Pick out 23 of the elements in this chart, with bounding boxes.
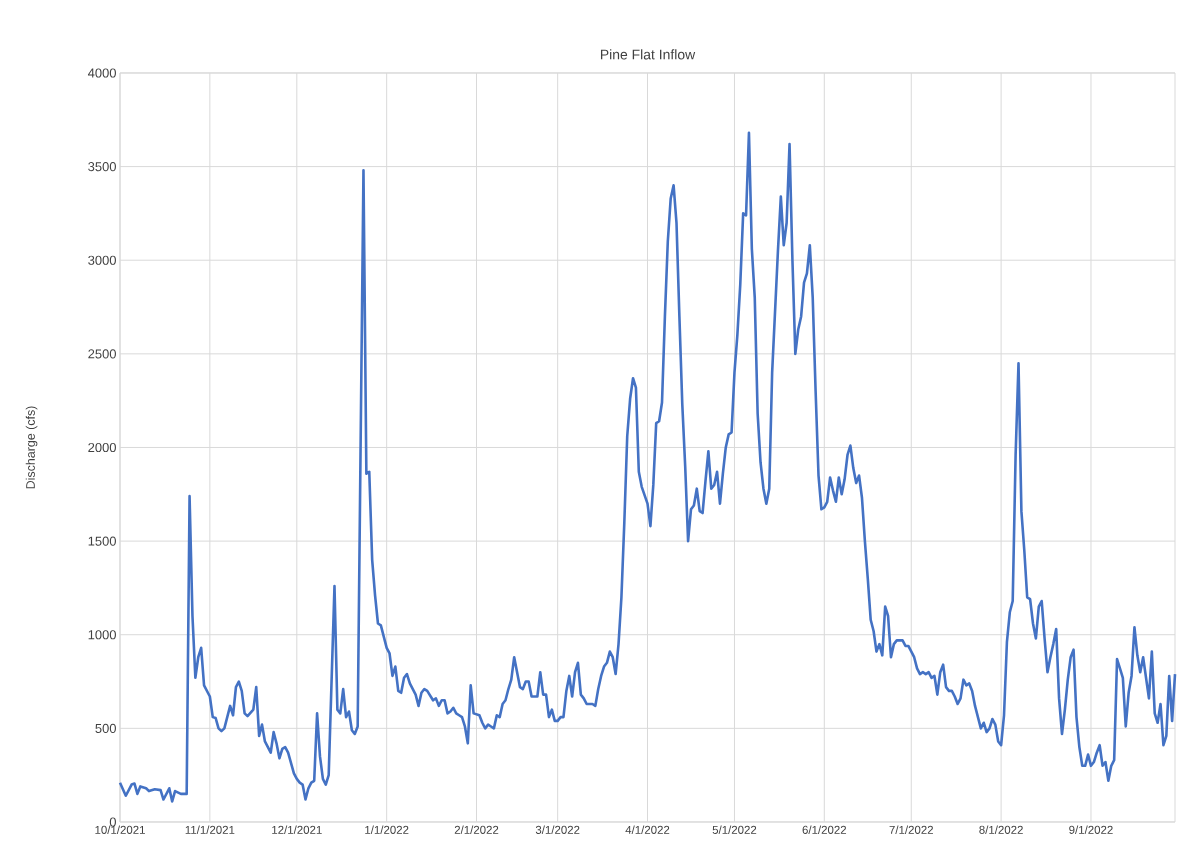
y-tick-label: 3000	[88, 255, 116, 265]
x-tick-label: 10/1/2021	[95, 825, 145, 834]
x-tick-label: 9/1/2022	[1069, 825, 1113, 834]
x-tick-label: 6/1/2022	[802, 825, 847, 834]
x-tick-label: 11/1/2021	[185, 825, 235, 834]
y-tick-label: 1500	[88, 536, 116, 546]
y-tick-label: 3500	[88, 162, 116, 172]
x-tick-label: 4/1/2022	[625, 825, 670, 834]
y-tick-label: 2000	[88, 442, 116, 453]
y-tick-label: 4000	[87, 68, 116, 78]
y-tick-label: 500	[95, 723, 116, 733]
x-tick-label: 7/1/2022	[889, 825, 933, 834]
y-tick-label: 0	[109, 817, 116, 827]
y-tick-label: 2500	[88, 349, 116, 359]
x-tick-label: 3/1/2022	[535, 825, 580, 834]
chart-title: Pine Flat Inflow	[600, 49, 696, 60]
y-tick-label: 1000	[88, 630, 116, 640]
x-tick-label: 8/1/2022	[979, 825, 1023, 834]
x-tick-label: 12/1/2021	[272, 825, 322, 834]
y-axis-title: Discharge (cfs)	[25, 406, 38, 489]
x-tick-label: 1/1/2022	[365, 825, 409, 834]
x-tick-label: 2/1/2022	[454, 825, 499, 834]
x-tick-label: 5/1/2022	[712, 825, 757, 834]
